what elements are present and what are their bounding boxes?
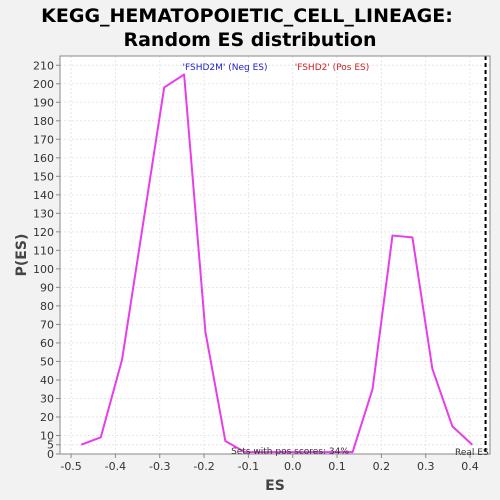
x-axis: -0.5 -0.4 -0.3 -0.2 -0.1 0.0 0.1 0.2 0.3 0.4 (60, 454, 479, 473)
y-tick-label: 170 (33, 133, 54, 146)
x-tick-label: 0.1 (328, 460, 346, 473)
chart-title-line1: KEGG_HEMATOPOIETIC_CELL_LINEAGE: (41, 5, 453, 27)
legend-pos-es: 'FSHD2' (Pos ES) (295, 63, 370, 73)
x-axis-label: ES (265, 478, 285, 494)
y-tick-label: 150 (33, 170, 54, 183)
x-tick-label: -0.5 (60, 460, 81, 473)
y-tick-label: 50 (40, 355, 54, 368)
y-tick-label: 180 (33, 115, 54, 128)
y-tick-label: 10 (40, 429, 54, 442)
y-tick-label: 190 (33, 96, 54, 109)
legend-neg-es: 'FSHD2M' (Neg ES) (183, 63, 268, 73)
y-tick-label: 20 (40, 411, 54, 424)
y-tick-label: 5 (47, 439, 54, 452)
x-tick-label: -0.4 (105, 460, 126, 473)
chart-title-line2: Random ES distribution (123, 29, 376, 51)
x-tick-label: 0.3 (417, 460, 435, 473)
annotation-real-es: Real ES (455, 448, 489, 458)
x-tick-label: 0.4 (461, 460, 479, 473)
es-series-line (80, 73, 473, 454)
x-tick-label: -0.3 (149, 460, 170, 473)
y-tick-label: 90 (40, 281, 54, 294)
y-tick-label: 0 (47, 448, 54, 461)
y-tick-label: 60 (40, 337, 54, 350)
y-tick-label: 200 (33, 78, 54, 91)
annotation-pos-scores: Sets with pos scores: 34% (231, 447, 349, 457)
y-tick-label: 70 (40, 318, 54, 331)
y-tick-label: 210 (33, 59, 54, 72)
x-tick-label: -0.2 (193, 460, 214, 473)
y-tick-label: 80 (40, 300, 54, 313)
y-tick-label: 130 (33, 207, 54, 220)
y-tick-label: 30 (40, 392, 54, 405)
plot-border (59, 55, 491, 455)
y-tick-label: 120 (33, 226, 54, 239)
y-axis-label: P(ES) (14, 234, 30, 277)
y-tick-label: 160 (33, 152, 54, 165)
plot-area (60, 56, 490, 454)
y-tick-label: 110 (33, 244, 54, 257)
y-tick-label: 140 (33, 189, 54, 202)
x-tick-label: 0.2 (373, 460, 391, 473)
x-tick-label: -0.1 (238, 460, 259, 473)
series-group (80, 73, 473, 454)
y-tick-label: 40 (40, 374, 54, 387)
y-tick-label: 100 (33, 263, 54, 276)
x-tick-label: 0.0 (284, 460, 302, 473)
